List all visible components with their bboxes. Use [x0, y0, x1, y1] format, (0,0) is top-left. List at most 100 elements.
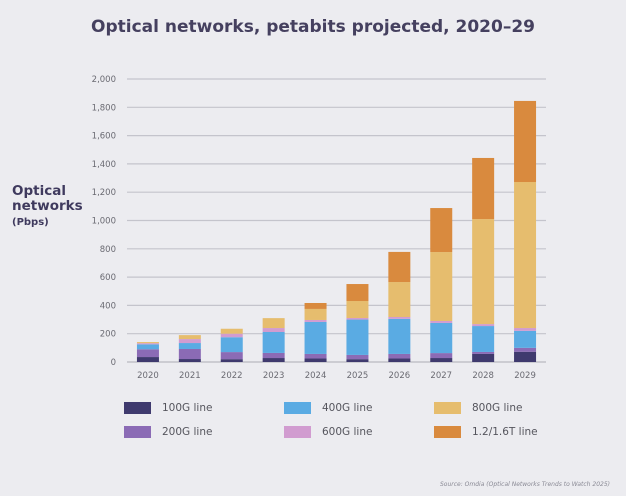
bar-segment: [346, 317, 369, 320]
y-tick-label: 1,600: [92, 132, 116, 142]
bar-segment: [304, 358, 327, 362]
legend-label: 100G line: [162, 402, 213, 414]
y-tick-label: 400: [100, 301, 116, 311]
bar-segment: [472, 353, 495, 362]
bar-segment: [136, 349, 159, 358]
bar-segment: [430, 208, 453, 253]
y-axis-title: Optical networks: [12, 183, 83, 214]
x-tick-label: 2023: [263, 371, 285, 381]
legend-swatch: [284, 402, 311, 414]
bar-segment: [220, 333, 243, 338]
bar-segment: [430, 358, 453, 362]
legend-swatch: [124, 402, 151, 414]
legend-swatch: [124, 426, 151, 438]
bar-segment: [304, 321, 327, 354]
x-tick-label: 2020: [137, 371, 159, 381]
x-tick-label: 2021: [179, 371, 201, 381]
legend-swatch: [434, 402, 461, 414]
y-tick-label: 800: [100, 245, 116, 255]
x-tick-label: 2029: [514, 371, 536, 381]
bar-segment: [388, 282, 411, 318]
bar-segment: [220, 328, 243, 334]
bar-segment: [514, 328, 537, 331]
y-axis-unit: (Pbps): [12, 217, 49, 228]
bar-segment: [304, 319, 327, 322]
bar-segment: [136, 357, 159, 362]
x-tick-label: 2028: [472, 371, 494, 381]
bar-segment: [514, 351, 537, 362]
bar-segment: [430, 252, 453, 321]
legend-label: 400G line: [322, 402, 373, 414]
legend-label: 800G line: [472, 402, 523, 414]
bar-segment: [346, 354, 369, 360]
legend-label: 600G line: [322, 426, 373, 438]
bar-segment: [472, 157, 495, 220]
y-tick-label: 2,000: [92, 75, 116, 85]
bars: [136, 100, 537, 362]
bar-segment: [346, 319, 369, 355]
x-tick-label: 2025: [347, 371, 369, 381]
legend-item: 1.2/1.6T line: [434, 426, 538, 438]
bar-segment: [346, 301, 369, 318]
bar-segment: [388, 251, 411, 283]
legend-label: 1.2/1.6T line: [472, 426, 538, 438]
bar-segment: [346, 284, 369, 302]
legend-swatch: [284, 426, 311, 438]
bar-segment: [262, 358, 285, 362]
x-tick-label: 2027: [430, 371, 452, 381]
legend-swatch: [434, 426, 461, 438]
y-tick-label: 600: [100, 273, 116, 283]
bar-segment: [472, 326, 495, 352]
legend-label: 200G line: [162, 426, 213, 438]
bar-segment: [262, 352, 285, 359]
bar-chart: 0 200 400 600 800 1,000 1,200 1,400 1,600 1,800 2,…: [92, 75, 546, 381]
bar-segment: [514, 100, 537, 183]
x-tick-label: 2026: [389, 371, 411, 381]
y-tick-label: 200: [100, 330, 116, 340]
bar-segment: [136, 344, 159, 350]
bar-segment: [430, 353, 453, 359]
bar-segment: [514, 347, 537, 352]
chart-title: Optical networks, petabits projected, 20…: [91, 17, 535, 37]
y-tick-label: 1,200: [92, 188, 116, 198]
bar-segment: [472, 219, 495, 325]
bar-segment: [178, 335, 201, 340]
bar-segment: [136, 342, 159, 344]
x-axis-ticks: 2020 2021 2022 2023 2024 2025 2026 2027 2028 2029: [137, 371, 536, 381]
bar-segment: [220, 337, 243, 353]
bar-segment: [178, 343, 201, 349]
bar-segment: [388, 317, 411, 319]
y-tick-label: 0: [111, 358, 116, 368]
legend-item: 100G line: [124, 402, 212, 414]
bar-segment: [430, 322, 453, 354]
bar-segment: [388, 353, 411, 359]
bar-segment: [304, 353, 327, 359]
legend: 100G line 200G line 400G line 600G line 800G…: [124, 402, 564, 452]
y-tick-label: 1,000: [92, 217, 116, 227]
x-tick-label: 2024: [305, 371, 327, 381]
bar-segment: [388, 318, 411, 354]
legend-item: 800G line: [434, 402, 522, 414]
bar-segment: [262, 328, 285, 333]
bar-segment: [514, 330, 537, 348]
bar-segment: [346, 359, 369, 362]
bar-segment: [304, 308, 327, 320]
source-note: Source: Omdia (Optical Networks Trends t…: [439, 481, 610, 488]
y-tick-label: 1,400: [92, 160, 116, 170]
y-axis-label: Optical networks (Pbps): [12, 183, 83, 230]
y-tick-label: 1,800: [92, 103, 116, 113]
legend-item: 400G line: [284, 402, 372, 414]
bar-segment: [388, 358, 411, 362]
bar-segment: [514, 182, 537, 329]
bar-segment: [178, 348, 201, 360]
bar-segment: [262, 332, 285, 353]
bar-segment: [136, 343, 159, 345]
bar-segment: [430, 320, 453, 323]
bar-segment: [178, 359, 201, 362]
bar-segment: [262, 318, 285, 329]
bar-segment: [304, 302, 327, 309]
legend-item: 600G line: [284, 426, 372, 438]
x-tick-label: 2022: [221, 371, 243, 381]
bar-segment: [472, 324, 495, 327]
y-axis-ticks: 0 200 400 600 800 1,000 1,200 1,400 1,600 1,800 2,…: [92, 75, 116, 368]
